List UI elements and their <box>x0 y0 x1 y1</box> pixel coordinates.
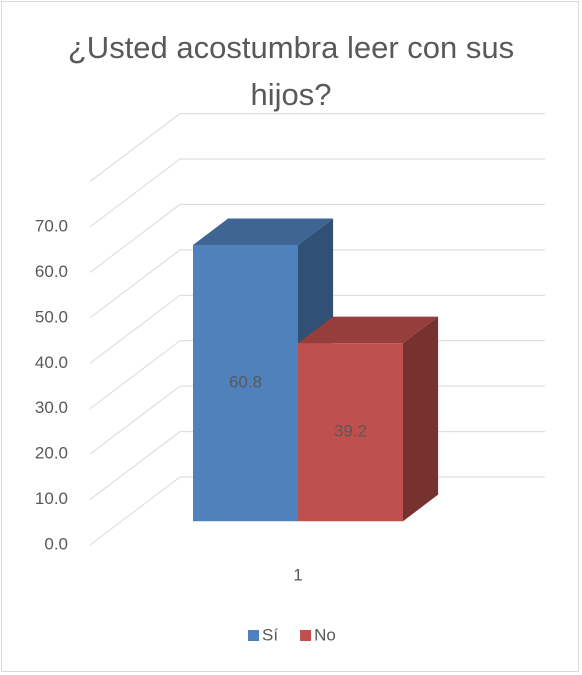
data-label: 60.8 <box>229 373 262 392</box>
y-tick-label: 20.0 <box>35 444 68 463</box>
legend-swatch <box>248 630 259 641</box>
grid-line <box>89 385 181 455</box>
grid-line <box>89 113 181 182</box>
grid-line <box>89 249 181 319</box>
legend-label: Sí <box>262 625 278 644</box>
y-tick-label: 30.0 <box>35 398 68 417</box>
grid-line <box>89 340 181 410</box>
x-tick-label: 1 <box>293 565 302 584</box>
legend-swatch <box>300 630 312 641</box>
grid-line <box>89 204 181 273</box>
bar-front <box>193 244 298 522</box>
grid-line <box>89 476 181 546</box>
chart-title: ¿Usted acostumbra leer con sus hijos? <box>67 30 515 112</box>
grid-line <box>89 431 181 500</box>
grid-line <box>89 294 181 364</box>
y-tick-label: 40.0 <box>35 353 68 372</box>
legend-label: No <box>314 625 336 644</box>
y-tick-label: 60.0 <box>35 262 68 281</box>
bar-front <box>298 343 403 522</box>
y-tick-label: 10.0 <box>35 489 68 508</box>
bar-side <box>403 316 439 522</box>
data-label: 39.2 <box>334 422 367 441</box>
grid-line <box>89 158 181 228</box>
bar <box>298 316 439 522</box>
bar-top <box>193 218 334 245</box>
y-tick-label: 0.0 <box>44 534 68 553</box>
y-tick-label: 50.0 <box>35 307 68 326</box>
y-tick-label: 70.0 <box>35 216 68 235</box>
bar-top <box>298 316 439 344</box>
